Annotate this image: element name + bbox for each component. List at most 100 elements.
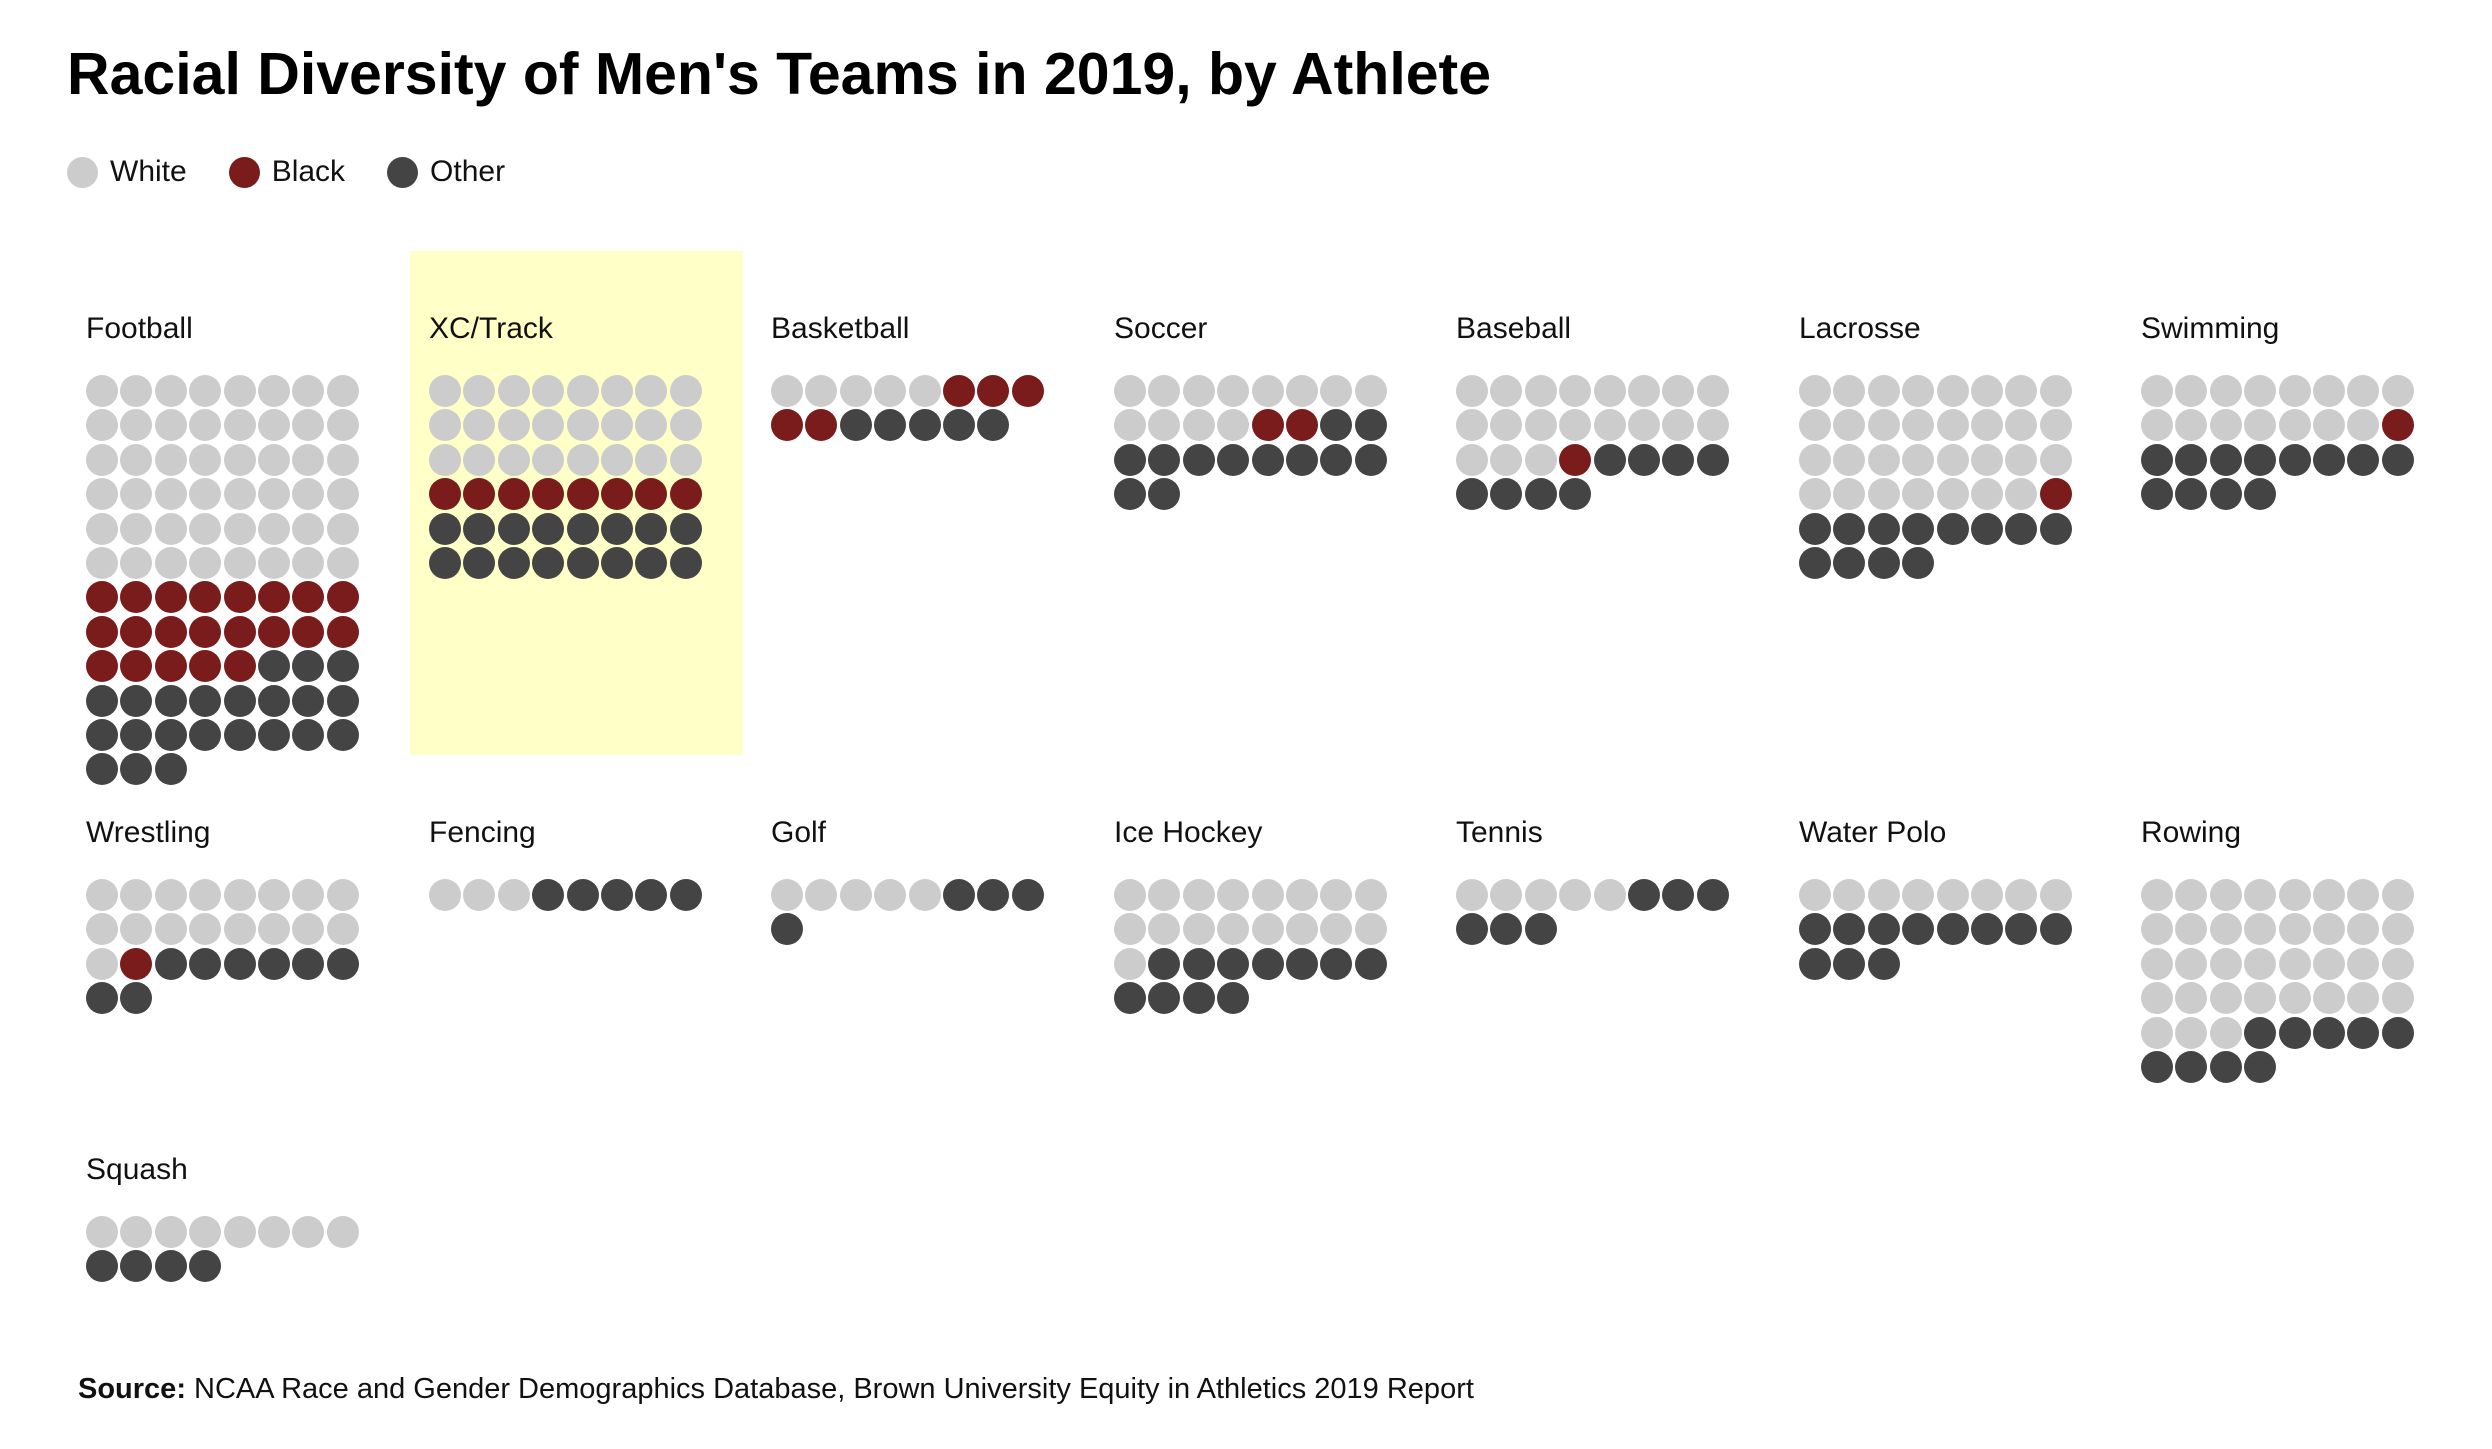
- dot-tennis-white: [1456, 879, 1488, 911]
- dot-wrestling-white: [86, 913, 118, 946]
- dot-rowing-white: [2141, 913, 2173, 946]
- dot-soccer-other: [1182, 443, 1215, 476]
- dot-baseball-other: [1628, 443, 1660, 476]
- dot-golf-other: [977, 879, 1010, 911]
- dot-lacrosse-white: [1902, 409, 1935, 442]
- dot-basketball-black: [943, 375, 975, 407]
- dot-ice-hockey-white: [1182, 913, 1215, 946]
- dot-football-white: [292, 443, 325, 476]
- dot-squash-white: [189, 1216, 222, 1248]
- dot-rowing-white: [2313, 913, 2345, 946]
- dot-xc-track-white: [532, 375, 565, 407]
- dot-rowing-white: [2175, 947, 2208, 980]
- dot-wrestling-white: [326, 913, 359, 946]
- dot-wrestling-white: [292, 879, 325, 911]
- dot-soccer-white: [1320, 375, 1353, 407]
- dot-swimming-white: [2141, 409, 2173, 442]
- dot-football-white: [86, 478, 118, 511]
- dot-football-white: [86, 409, 118, 442]
- dot-ice-hockey-white: [1251, 879, 1284, 911]
- dot-water-polo-other: [1799, 913, 1831, 946]
- dot-lacrosse-white: [2005, 409, 2038, 442]
- dot-football-other: [292, 719, 325, 751]
- dot-wrestling-white: [154, 879, 187, 911]
- dot-tennis-white: [1490, 879, 1523, 911]
- dot-ice-hockey-white: [1114, 947, 1146, 980]
- dot-lacrosse-white: [1833, 409, 1866, 442]
- dot-wrestling-other: [86, 982, 118, 1015]
- dot-lacrosse-white: [2005, 443, 2038, 476]
- dot-xc-track-white: [669, 409, 702, 442]
- dot-football-other: [154, 719, 187, 751]
- dot-football-other: [223, 684, 256, 717]
- dot-lacrosse-white: [1833, 443, 1866, 476]
- dot-basketball-white: [839, 375, 872, 407]
- dot-baseball-white: [1559, 375, 1592, 407]
- dot-xc-track-other: [669, 512, 702, 545]
- dot-baseball-other: [1490, 478, 1523, 511]
- dot-rowing-white: [2141, 982, 2173, 1015]
- dot-tennis-other: [1524, 913, 1557, 946]
- dot-xc-track-black: [601, 478, 633, 511]
- dot-xc-track-white: [635, 443, 668, 476]
- dot-lacrosse-white: [1799, 409, 1831, 442]
- dot-water-polo-white: [1867, 879, 1900, 911]
- legend: White Black Other: [67, 150, 547, 194]
- dot-lacrosse-white: [2039, 443, 2072, 476]
- dot-xc-track-white: [566, 443, 599, 476]
- dot-swimming-white: [2347, 375, 2380, 407]
- dot-basketball-black: [805, 409, 838, 442]
- dot-rowing-white: [2175, 982, 2208, 1015]
- dot-baseball-other: [1456, 478, 1488, 511]
- legend-swatch-black: [228, 156, 260, 188]
- dot-football-white: [326, 443, 359, 476]
- team-label-baseball: Baseball: [1456, 312, 1572, 345]
- dot-soccer-black: [1251, 409, 1284, 442]
- dot-lacrosse-white: [1867, 375, 1900, 407]
- dot-xc-track-black: [566, 478, 599, 511]
- dot-baseball-white: [1593, 409, 1626, 442]
- dot-football-white: [223, 512, 256, 545]
- dot-ice-hockey-other: [1320, 947, 1353, 980]
- team-label-lacrosse: Lacrosse: [1799, 312, 1921, 345]
- dot-baseball-white: [1696, 375, 1729, 407]
- dot-swimming-other: [2244, 443, 2277, 476]
- dot-rowing-white: [2313, 879, 2345, 911]
- dot-soccer-white: [1114, 375, 1146, 407]
- dot-football-white: [86, 443, 118, 476]
- dot-wrestling-white: [86, 879, 118, 911]
- dot-lacrosse-white: [1799, 375, 1831, 407]
- dot-wrestling-white: [326, 879, 359, 911]
- dot-football-black: [223, 650, 256, 683]
- dot-football-other: [292, 650, 325, 683]
- dot-football-black: [86, 650, 118, 683]
- dot-wrestling-white: [258, 913, 290, 946]
- dot-lacrosse-white: [2005, 375, 2038, 407]
- dot-wrestling-white: [223, 913, 256, 946]
- dot-xc-track-black: [429, 478, 461, 511]
- dot-tennis-white: [1559, 879, 1592, 911]
- dot-football-white: [326, 547, 359, 579]
- dot-xc-track-white: [601, 443, 633, 476]
- dot-lacrosse-white: [1971, 443, 2003, 476]
- dot-xc-track-other: [497, 547, 530, 579]
- dot-swimming-other: [2381, 443, 2414, 476]
- dot-lacrosse-white: [1867, 478, 1900, 511]
- dot-football-other: [189, 684, 222, 717]
- dot-lacrosse-white: [1867, 443, 1900, 476]
- dot-football-white: [86, 512, 118, 545]
- dot-lacrosse-white: [1971, 375, 2003, 407]
- dot-baseball-white: [1456, 443, 1488, 476]
- dot-baseball-white: [1696, 409, 1729, 442]
- dot-squash-other: [120, 1250, 153, 1283]
- dot-football-white: [189, 478, 222, 511]
- dot-football-black: [86, 581, 118, 614]
- dot-xc-track-other: [566, 512, 599, 545]
- dot-ice-hockey-other: [1286, 947, 1318, 980]
- legend-label-other: Other: [430, 155, 506, 188]
- dot-football-white: [154, 443, 187, 476]
- dot-water-polo-other: [1833, 913, 1866, 946]
- dot-rowing-white: [2209, 1016, 2242, 1049]
- dot-wrestling-white: [154, 913, 187, 946]
- dot-golf-other: [771, 913, 803, 946]
